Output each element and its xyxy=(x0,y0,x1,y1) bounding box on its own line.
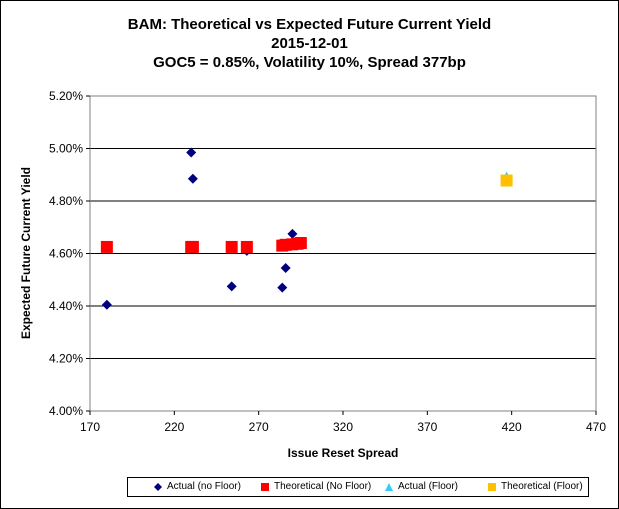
series-theoretical-no-floor xyxy=(100,237,307,253)
series-actual-no-floor xyxy=(101,147,303,310)
legend-item-theoretical-floor: Theoretical (Floor) xyxy=(488,481,583,492)
square-marker-icon xyxy=(488,482,496,491)
triangle-marker-icon xyxy=(385,482,393,491)
x-tick-label: 370 xyxy=(417,420,437,434)
y-tick-label: 4.60% xyxy=(49,247,83,261)
data-point xyxy=(187,173,198,184)
y-axis: 4.00% 4.20% 4.40% 4.60% 4.80% 5.00% 5.20% xyxy=(49,89,90,418)
chart-subtitle-params: GOC5 = 0.85%, Volatility 10%, Spread 377… xyxy=(153,54,466,71)
data-point xyxy=(294,237,307,249)
data-point xyxy=(280,262,291,273)
legend-item-actual-floor: Actual (Floor) xyxy=(385,481,458,492)
y-tick-label: 5.00% xyxy=(49,142,83,156)
data-point xyxy=(225,240,238,253)
data-point xyxy=(101,299,112,310)
legend-item-theoretical-no-floor: Theoretical (No Floor) xyxy=(261,481,371,492)
x-tick-label: 220 xyxy=(164,420,184,434)
x-tick-label: 320 xyxy=(333,420,353,434)
y-tick-label: 4.20% xyxy=(49,352,83,366)
x-tick-label: 170 xyxy=(80,420,100,434)
data-point xyxy=(500,174,513,187)
y-axis-label: Expected Future Current Yield xyxy=(19,166,33,340)
legend-label: Theoretical (No Floor) xyxy=(274,481,372,492)
x-tick-label: 470 xyxy=(586,420,606,434)
data-point xyxy=(277,282,288,293)
y-tick-label: 5.20% xyxy=(49,89,83,103)
data-point xyxy=(240,240,253,253)
legend-label: Actual (Floor) xyxy=(398,481,459,492)
gridlines xyxy=(90,95,596,359)
y-tick-label: 4.40% xyxy=(49,299,83,313)
x-axis: 170 220 270 320 370 420 470 xyxy=(80,411,606,434)
x-tick-label: 420 xyxy=(502,420,522,434)
data-point xyxy=(186,240,199,253)
x-axis-label: Issue Reset Spread xyxy=(287,446,399,460)
chart-subtitle-date: 2015-12-01 xyxy=(271,35,348,52)
legend: Actual (no Floor) Theoretical (No Floor)… xyxy=(127,477,589,497)
data-point xyxy=(186,147,197,158)
y-tick-label: 4.00% xyxy=(49,404,83,418)
legend-item-actual-no-floor: Actual (no Floor) xyxy=(154,481,241,492)
data-point xyxy=(226,281,237,292)
data-point xyxy=(100,240,113,253)
y-tick-label: 4.80% xyxy=(49,194,83,208)
chart-title: BAM: Theoretical vs Expected Future Curr… xyxy=(127,16,492,33)
square-marker-icon xyxy=(261,482,269,491)
diamond-marker-icon xyxy=(154,482,162,491)
data-points xyxy=(100,147,513,310)
legend-label: Theoretical (Floor) xyxy=(501,481,583,492)
x-tick-label: 270 xyxy=(249,420,269,434)
legend-label: Actual (no Floor) xyxy=(167,481,241,492)
data-point xyxy=(287,228,298,239)
series-theoretical-floor xyxy=(500,174,513,187)
